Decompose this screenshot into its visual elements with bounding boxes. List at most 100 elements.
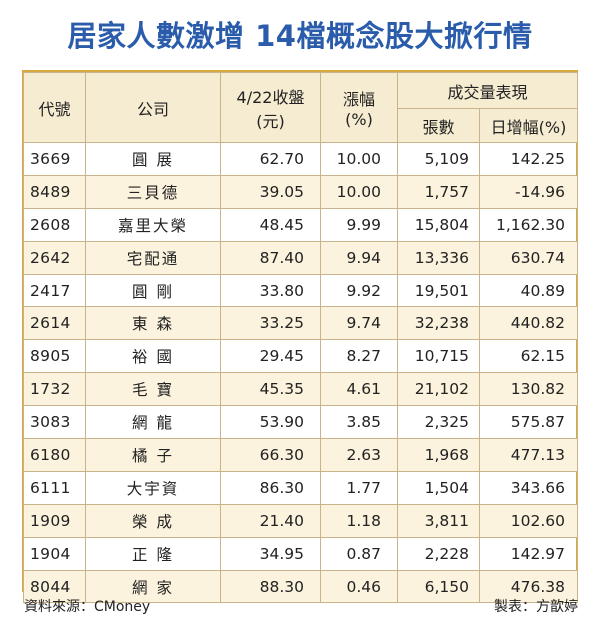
cell-change: 0.46 xyxy=(320,569,398,604)
cell-change: 1.18 xyxy=(320,503,398,538)
header-change-line2: (%) xyxy=(345,110,373,129)
cell-change: 10.00 xyxy=(320,142,398,176)
cell-daily-increase: 440.82 xyxy=(478,306,579,341)
cell-shares: 32,238 xyxy=(397,306,480,341)
cell-company: 榮 成 xyxy=(85,503,221,538)
cell-daily-increase: 62.15 xyxy=(478,339,579,374)
cell-shares: 2,325 xyxy=(397,405,480,440)
cell-code: 1732 xyxy=(23,372,86,407)
cell-code: 1904 xyxy=(23,536,86,571)
cell-code: 6180 xyxy=(23,438,86,472)
cell-close: 88.30 xyxy=(220,569,321,604)
cell-company: 大宇資 xyxy=(85,470,221,505)
stock-table: 代號 公司 4/22收盤 (元) 漲幅 (%) 成交量表現 張數 日增幅(%) … xyxy=(23,72,579,604)
cell-shares: 3,811 xyxy=(397,503,480,538)
cell-company: 橘 子 xyxy=(85,438,221,472)
header-company: 公司 xyxy=(85,72,221,143)
header-code: 代號 xyxy=(23,72,86,143)
cell-close: 66.30 xyxy=(220,438,321,472)
cell-company: 東 森 xyxy=(85,306,221,341)
cell-shares: 1,504 xyxy=(397,470,480,505)
cell-shares: 5,109 xyxy=(397,142,480,176)
cell-daily-increase: 477.13 xyxy=(478,438,579,472)
table-row: 1909 榮 成 21.40 1.18 3,811 102.60 xyxy=(23,503,579,538)
cell-daily-increase: 630.74 xyxy=(478,240,579,275)
cell-daily-increase: 476.38 xyxy=(478,569,579,604)
table-row: 2642 宅配通 87.40 9.94 13,336 630.74 xyxy=(23,240,579,275)
table-row: 2417 圓 剛 33.80 9.92 19,501 40.89 xyxy=(23,273,579,308)
cell-close: 53.90 xyxy=(220,405,321,440)
cell-code: 3083 xyxy=(23,405,86,440)
cell-close: 48.45 xyxy=(220,207,321,242)
cell-close: 87.40 xyxy=(220,240,321,275)
cell-change: 1.77 xyxy=(320,470,398,505)
table-row: 3669 圓 展 62.70 10.00 5,109 142.25 xyxy=(23,142,579,176)
table-row: 1732 毛 寶 45.35 4.61 21,102 130.82 xyxy=(23,372,579,407)
cell-close: 21.40 xyxy=(220,503,321,538)
cell-change: 9.74 xyxy=(320,306,398,341)
cell-code: 6111 xyxy=(23,470,86,505)
cell-code: 2417 xyxy=(23,273,86,308)
cell-daily-increase: 130.82 xyxy=(478,372,579,407)
table-row: 1904 正 隆 34.95 0.87 2,228 142.97 xyxy=(23,536,579,571)
table-row: 8905 裕 國 29.45 8.27 10,715 62.15 xyxy=(23,339,579,374)
cell-close: 86.30 xyxy=(220,470,321,505)
header-close-line1: 4/22收盤 xyxy=(236,87,305,107)
header-volume-group: 成交量表現 xyxy=(396,72,579,109)
cell-code: 2614 xyxy=(23,306,86,341)
cell-daily-increase: 142.97 xyxy=(478,536,579,571)
cell-change: 8.27 xyxy=(320,339,398,374)
cell-shares: 1,757 xyxy=(397,174,480,209)
cell-close: 33.80 xyxy=(220,273,321,308)
cell-change: 3.85 xyxy=(320,405,398,440)
table-row: 2608 嘉里大榮 48.45 9.99 15,804 1,162.30 xyxy=(23,207,579,242)
cell-code: 8905 xyxy=(23,339,86,374)
cell-close: 45.35 xyxy=(220,372,321,407)
credit-note: 製表：方歆婷 xyxy=(494,599,578,615)
cell-code: 8044 xyxy=(23,569,86,604)
cell-code: 1909 xyxy=(23,503,86,538)
cell-close: 39.05 xyxy=(220,174,321,209)
cell-change: 4.61 xyxy=(320,372,398,407)
cell-close: 29.45 xyxy=(220,339,321,374)
header-close-line2: (元) xyxy=(256,111,285,131)
cell-shares: 21,102 xyxy=(397,372,480,407)
cell-shares: 2,228 xyxy=(397,536,480,571)
cell-daily-increase: 575.87 xyxy=(478,405,579,440)
header-change: 漲幅 (%) xyxy=(320,72,398,143)
cell-daily-increase: 40.89 xyxy=(478,273,579,308)
cell-shares: 13,336 xyxy=(397,240,480,275)
cell-company: 裕 國 xyxy=(85,339,221,374)
cell-shares: 1,968 xyxy=(397,438,480,472)
cell-daily-increase: 142.25 xyxy=(478,142,579,176)
cell-company: 圓 展 xyxy=(85,142,221,176)
cell-daily-increase: -14.96 xyxy=(478,174,579,209)
cell-code: 3669 xyxy=(23,142,86,176)
table-row: 8489 三貝德 39.05 10.00 1,757 -14.96 xyxy=(23,174,579,209)
cell-company: 正 隆 xyxy=(85,536,221,571)
cell-change: 2.63 xyxy=(320,438,398,472)
cell-close: 33.25 xyxy=(220,306,321,341)
table-row: 6111 大宇資 86.30 1.77 1,504 343.66 xyxy=(23,470,579,505)
source-note: 資料來源：CMoney xyxy=(24,599,151,615)
cell-change: 0.87 xyxy=(320,536,398,571)
header-daily-increase: 日增幅(%) xyxy=(478,108,579,143)
cell-change: 9.92 xyxy=(320,273,398,308)
cell-company: 嘉里大榮 xyxy=(85,207,221,242)
table-row: 6180 橘 子 66.30 2.63 1,968 477.13 xyxy=(23,438,579,472)
header-close: 4/22收盤 (元) xyxy=(220,72,321,143)
header-change-line1: 漲幅 xyxy=(342,90,375,109)
cell-change: 10.00 xyxy=(320,174,398,209)
cell-close: 62.70 xyxy=(220,142,321,176)
cell-code: 8489 xyxy=(23,174,86,209)
cell-code: 2608 xyxy=(23,207,86,242)
cell-shares: 15,804 xyxy=(397,207,480,242)
cell-daily-increase: 343.66 xyxy=(478,470,579,505)
cell-code: 2642 xyxy=(23,240,86,275)
cell-change: 9.99 xyxy=(320,207,398,242)
cell-shares: 10,715 xyxy=(397,339,480,374)
cell-daily-increase: 1,162.30 xyxy=(478,207,579,242)
table-row: 8044 網 家 88.30 0.46 6,150 476.38 xyxy=(23,569,579,604)
table-row: 3083 網 龍 53.90 3.85 2,325 575.87 xyxy=(23,405,579,440)
cell-company: 毛 寶 xyxy=(85,372,221,407)
